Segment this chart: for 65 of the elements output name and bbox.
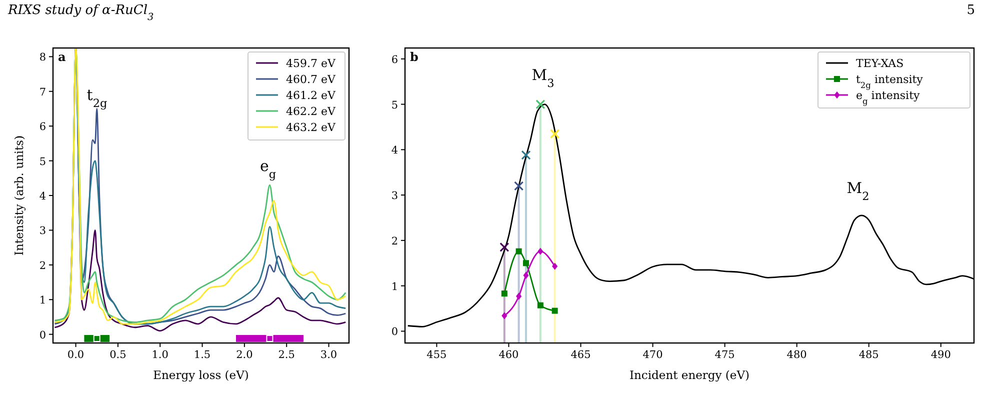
y-tick-label: 6: [391, 54, 398, 66]
y-tick-label: 6: [39, 121, 46, 134]
y-tick-label: 3: [39, 225, 46, 238]
y-tick-label: 8: [39, 52, 46, 64]
x-tick-label: 0.0: [67, 349, 84, 361]
point: [536, 99, 546, 110]
x-tick-label: 460: [498, 349, 519, 361]
annotation: M$_{3}$: [532, 66, 554, 90]
x-tick-label: 2.0: [236, 349, 253, 361]
legend-label: 463.2 eV: [286, 121, 336, 134]
legend-label: e$_{g}$ intensity: [856, 89, 920, 106]
annotation: a: [58, 50, 66, 64]
y-tick-label: 0: [39, 329, 46, 342]
annotation: M$_{2}$: [846, 179, 870, 202]
annotation: t$_{2g}$: [86, 86, 108, 110]
point: [523, 272, 529, 279]
x-tick-label: 1.0: [152, 349, 168, 361]
x-tick-label: 480: [786, 349, 807, 361]
y-tick-label: 1: [391, 280, 398, 293]
y-tick-label: 4: [39, 190, 46, 202]
x-tick-label: 485: [858, 349, 879, 361]
x-tick-label: 475: [714, 349, 735, 361]
legend-label: 460.7 eV: [286, 73, 336, 86]
y-tick-label: 1: [39, 294, 46, 307]
annotation: b: [410, 50, 418, 64]
y-tick-label: 3: [391, 190, 398, 202]
chart-title: 5: [966, 3, 975, 18]
y-axis-title: Intensity (arb. units): [12, 135, 26, 256]
chart-title: RIXS study of α-RuCl$_{3}$: [7, 3, 154, 22]
y-tick-label: 2: [39, 260, 46, 272]
point: [523, 260, 530, 266]
legend-label: t$_{2g}$ intensity: [856, 73, 924, 90]
point: [552, 262, 558, 270]
point: [516, 292, 522, 300]
point: [500, 242, 510, 252]
x-axis-title: Incident energy (eV): [629, 368, 750, 382]
x-tick-label: 3.0: [320, 349, 338, 361]
y-tick-label: 5: [391, 99, 398, 112]
y-tick-label: 5: [39, 156, 46, 168]
x-axis-title: Energy loss (eV): [153, 368, 249, 382]
point: [552, 308, 558, 314]
x-tick-label: 470: [642, 349, 663, 361]
x-tick-label: 2.5: [278, 349, 295, 361]
point: [521, 150, 531, 160]
point: [550, 128, 560, 139]
point: [501, 290, 508, 297]
y-tick-label: 4: [391, 144, 398, 157]
x-tick-label: 1.5: [194, 349, 211, 361]
legend-label: TEY-XAS: [856, 57, 904, 70]
x-tick-label: 455: [426, 349, 447, 361]
annotation: e$_{g}$: [260, 157, 276, 180]
legend-label: 461.2 eV: [286, 89, 336, 102]
point: [516, 248, 522, 254]
x-tick-label: 0.5: [110, 349, 126, 361]
y-tick-label: 2: [391, 235, 398, 248]
point: [537, 302, 544, 308]
point: [538, 248, 544, 255]
point: [514, 181, 524, 191]
point: [502, 312, 508, 320]
legend-label: 462.2 eV: [286, 105, 336, 118]
y-tick-label: 0: [391, 326, 398, 338]
y-tick-label: 7: [39, 86, 46, 98]
x-tick-label: 465: [570, 349, 591, 361]
x-tick-label: 490: [930, 349, 951, 361]
legend-label: 459.7 eV: [286, 57, 336, 70]
